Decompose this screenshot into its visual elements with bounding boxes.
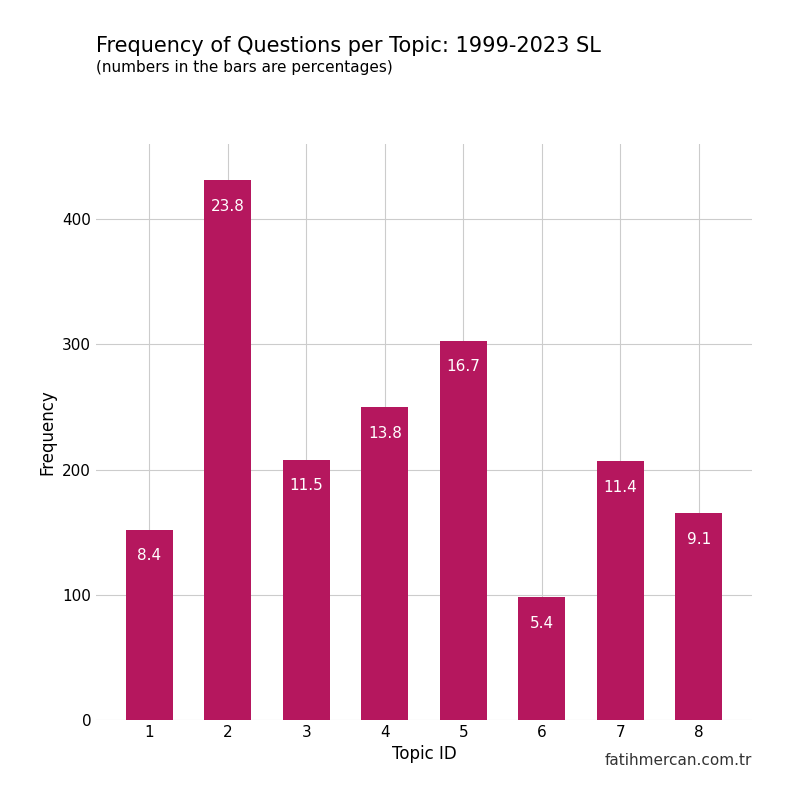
Y-axis label: Frequency: Frequency bbox=[38, 389, 57, 475]
Bar bbox=[675, 514, 722, 720]
Text: fatihmercan.com.tr: fatihmercan.com.tr bbox=[605, 753, 752, 768]
Bar bbox=[440, 341, 486, 720]
Bar bbox=[518, 598, 566, 720]
Text: 5.4: 5.4 bbox=[530, 616, 554, 631]
X-axis label: Topic ID: Topic ID bbox=[392, 746, 456, 763]
Text: 9.1: 9.1 bbox=[686, 532, 710, 547]
Text: 11.5: 11.5 bbox=[290, 478, 323, 494]
Bar bbox=[126, 530, 173, 720]
Text: 11.4: 11.4 bbox=[603, 479, 637, 494]
Text: 16.7: 16.7 bbox=[446, 359, 480, 374]
Text: 23.8: 23.8 bbox=[211, 199, 245, 214]
Text: 8.4: 8.4 bbox=[138, 549, 162, 563]
Bar bbox=[597, 461, 644, 720]
Bar bbox=[204, 180, 251, 720]
Bar bbox=[362, 407, 408, 720]
Text: (numbers in the bars are percentages): (numbers in the bars are percentages) bbox=[96, 60, 393, 75]
Text: Frequency of Questions per Topic: 1999-2023 SL: Frequency of Questions per Topic: 1999-2… bbox=[96, 36, 601, 56]
Bar bbox=[282, 459, 330, 720]
Text: 13.8: 13.8 bbox=[368, 426, 402, 441]
